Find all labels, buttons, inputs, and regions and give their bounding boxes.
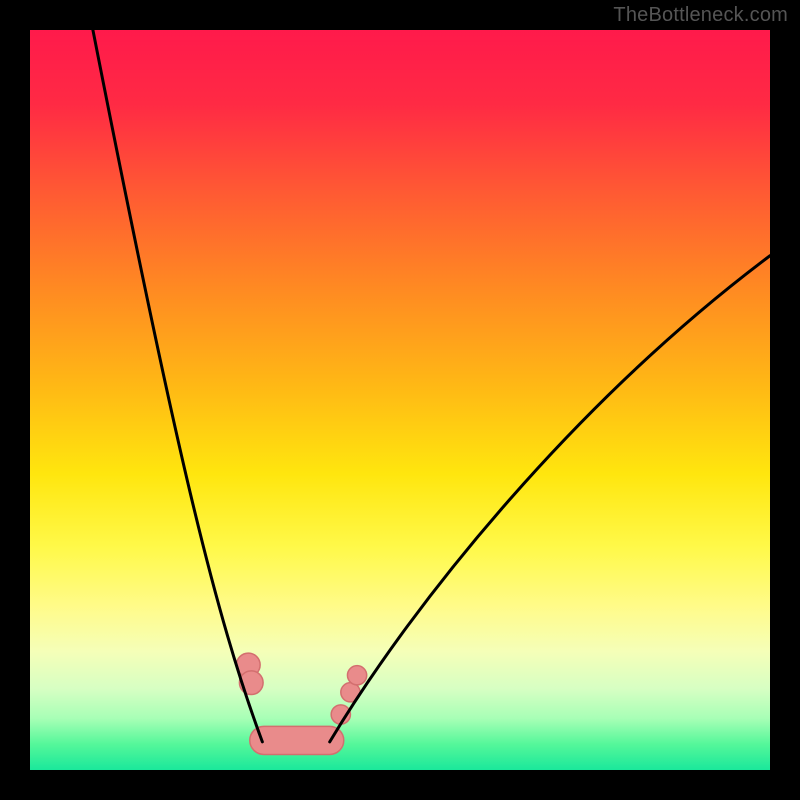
plot-area xyxy=(30,30,770,770)
left-curve xyxy=(93,30,262,742)
right-curve xyxy=(330,256,770,742)
bottleneck-highlight xyxy=(236,653,366,754)
chart-frame: TheBottleneck.com xyxy=(0,0,800,800)
watermark-label: TheBottleneck.com xyxy=(613,4,788,27)
curve-layer xyxy=(30,30,770,770)
